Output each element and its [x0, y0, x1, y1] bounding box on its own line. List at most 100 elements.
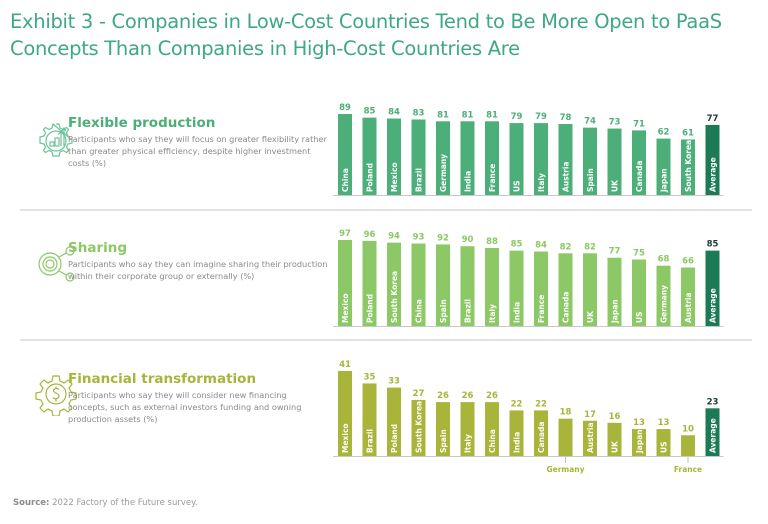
data-label: 62: [658, 128, 670, 138]
bar-china: [411, 243, 426, 326]
category-label: US: [660, 442, 669, 454]
category-label: Japan: [611, 299, 620, 324]
bar-italy: [485, 247, 499, 326]
category-label: US: [513, 181, 522, 193]
bar-canada: [534, 410, 548, 456]
section-divider: [20, 339, 752, 341]
section-sharing: Sharing Participants who say they can im…: [68, 240, 328, 282]
section-heading: Financial transformation: [68, 371, 257, 387]
bar-mexico: [338, 371, 352, 456]
section-heading: Sharing: [68, 240, 128, 256]
category-label: South Korea: [684, 140, 693, 192]
bar-uk: [607, 128, 622, 195]
bar-canada: [632, 130, 646, 195]
section-description: Participants who say they will consider …: [68, 390, 302, 424]
data-label: 33: [388, 377, 400, 387]
data-label: 26: [486, 391, 498, 401]
data-label: 73: [609, 118, 621, 128]
bar-france: [681, 435, 695, 456]
category-label: UK: [611, 179, 620, 192]
data-label: 22: [535, 399, 547, 409]
bar-austria: [558, 124, 573, 195]
category-label: Poland: [390, 424, 399, 453]
section-divider: [20, 209, 752, 211]
category-label: Poland: [366, 294, 375, 323]
data-label: 82: [584, 242, 596, 252]
bar-brazil: [411, 119, 426, 195]
bar-south-korea: [387, 242, 401, 326]
bar-germany: [436, 121, 450, 195]
bar-china: [338, 114, 352, 195]
bar-japan: [656, 138, 671, 195]
bar-brazil: [460, 246, 475, 326]
category-label: Austria: [562, 161, 571, 192]
data-label: 13: [658, 418, 670, 428]
source-label: Source:: [13, 498, 50, 508]
data-label: 77: [707, 114, 719, 124]
data-label: 82: [560, 242, 572, 252]
bar-china: [485, 402, 499, 456]
bar-japan: [632, 429, 646, 456]
data-label: 85: [511, 240, 523, 250]
gear-chart-growth-icon: [39, 122, 73, 157]
category-label: UK: [586, 310, 595, 323]
bar-mexico: [387, 118, 401, 195]
gear-dollar-icon: [35, 375, 77, 416]
data-label: 13: [633, 418, 645, 428]
category-label: China: [341, 168, 350, 192]
category-label: Canada: [537, 422, 546, 453]
bar-south-korea: [681, 139, 695, 195]
bar-austria: [681, 267, 695, 326]
category-label: Average: [709, 418, 718, 453]
bar-india: [509, 250, 524, 326]
data-label: 26: [437, 391, 449, 401]
category-label: Spain: [439, 429, 448, 453]
category-label: Japan: [660, 168, 669, 193]
data-label: 93: [413, 233, 425, 243]
section-description: Participants who say they can imagine sh…: [68, 259, 328, 281]
category-label: China: [488, 429, 497, 453]
bar-us: [632, 259, 646, 326]
data-label: 68: [658, 255, 670, 265]
data-label: 35: [364, 372, 376, 382]
data-label: 79: [511, 112, 523, 122]
bar-france: [485, 121, 499, 195]
data-label: 88: [486, 237, 498, 247]
category-label: France: [488, 164, 497, 192]
bar-spain: [436, 244, 450, 326]
bar-germany: [558, 418, 573, 456]
data-label: 18: [560, 408, 572, 418]
bar-japan: [607, 257, 622, 326]
category-label: Brazil: [366, 429, 375, 453]
category-label: Brazil: [464, 299, 473, 323]
data-label: 22: [511, 399, 523, 409]
data-label: 94: [388, 232, 400, 242]
bar-india: [460, 121, 475, 195]
category-label: India: [513, 302, 522, 323]
data-label: 81: [462, 110, 474, 120]
category-label: Mexico: [390, 162, 399, 192]
category-label: Average: [709, 288, 718, 323]
data-label: 78: [560, 113, 572, 123]
category-label: Mexico: [341, 423, 350, 453]
category-label: Spain: [586, 168, 595, 192]
bar-uk: [583, 253, 597, 326]
data-label: 77: [609, 247, 621, 257]
category-label: France: [537, 295, 546, 323]
data-label: 61: [682, 128, 694, 138]
data-label: 41: [339, 360, 351, 370]
category-label: Canada: [562, 292, 571, 323]
category-label: Austria: [586, 422, 595, 453]
category-label: Brazil: [415, 168, 424, 192]
data-label: 75: [633, 249, 645, 259]
data-label: 16: [609, 412, 621, 422]
data-label: 10: [682, 424, 694, 434]
bar-poland: [362, 240, 377, 326]
category-label: Canada: [635, 161, 644, 192]
data-label: 23: [707, 397, 719, 407]
source-text: 2022 Factory of the Future survey.: [52, 498, 198, 508]
category-label: Germany: [546, 465, 584, 474]
category-label: Average: [709, 157, 718, 192]
category-label: Germany: [660, 285, 669, 323]
